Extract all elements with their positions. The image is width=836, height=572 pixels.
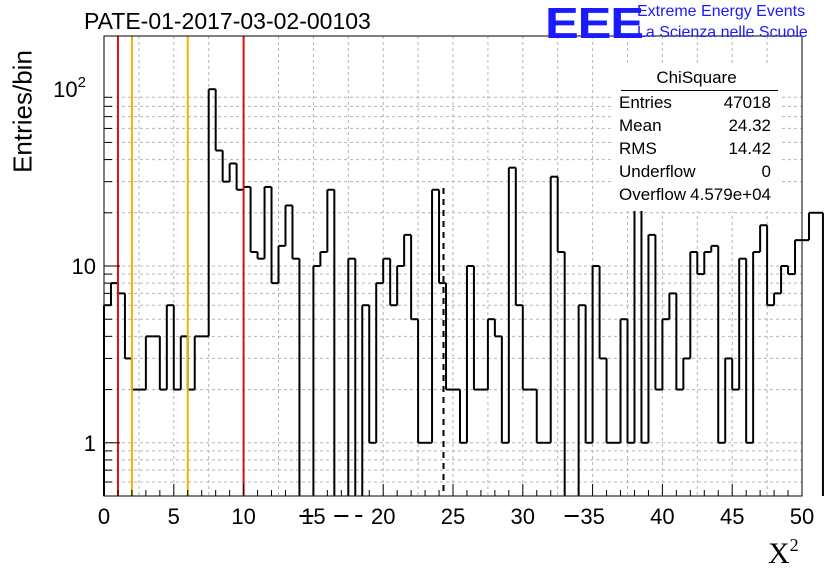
x-tick-label: 5 (168, 504, 180, 529)
logo-line-2: La Scienza nelle Scuole (637, 24, 808, 41)
x-tick-label: 10 (231, 504, 255, 529)
stats-box: ChiSquare Entries 47018 Mean 24.32 RMS 1… (611, 66, 782, 211)
stats-key: Mean (619, 116, 662, 135)
y-tick-label: 1 (84, 431, 96, 456)
y-tick-label: 102 (53, 74, 86, 102)
stats-value: 47018 (723, 93, 771, 112)
x-axis-label-sup: 2 (789, 535, 799, 555)
x-tick-label: 40 (650, 504, 674, 529)
stats-divider (621, 90, 778, 91)
chart-title: PATE-01-2017-03-02-00103 (84, 8, 371, 34)
stats-key: Underflow (619, 162, 696, 181)
x-tick-label: 50 (790, 504, 814, 529)
x-axis-label-base: X (768, 537, 790, 570)
stats-value: 0 (761, 162, 771, 181)
x-tick-label: 0 (98, 504, 110, 529)
x-tick-label: 15 (301, 504, 325, 529)
stats-title: ChiSquare (656, 68, 737, 87)
x-tick-label: 25 (441, 504, 465, 529)
stats-key: RMS (619, 139, 657, 158)
stats-value: 14.42 (728, 139, 771, 158)
y-axis-label: Entries/bin (7, 50, 38, 173)
stats-key: Overflow (619, 185, 687, 204)
x-tick-label: 20 (371, 504, 395, 529)
eee-logo: EEE (545, 0, 644, 48)
stats-key: Entries (619, 93, 672, 112)
x-tick-label: 35 (580, 504, 604, 529)
x-tick-label: 45 (720, 504, 744, 529)
stats-value: 4.579e+04 (690, 185, 771, 204)
y-tick-label: 10 (72, 254, 96, 279)
x-axis-label: X2 (768, 535, 799, 571)
logo-line-1: Extreme Energy Events (637, 3, 806, 20)
x-tick-label: 30 (511, 504, 535, 529)
stats-value: 24.32 (728, 116, 771, 135)
